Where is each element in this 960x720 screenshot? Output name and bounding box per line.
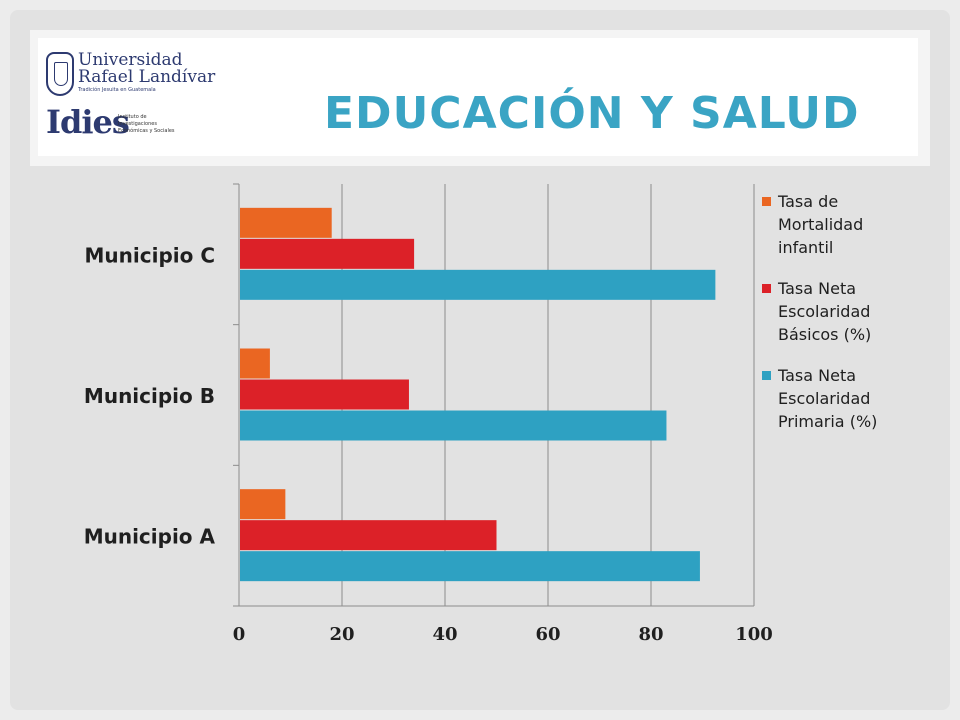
legend-label-primaria: Tasa Neta Escolaridad Primaria (%)	[778, 366, 878, 431]
slide-header: Universidad Rafael Landívar Tradición Je…	[30, 30, 930, 166]
legend-swatch-mortalidad	[762, 197, 771, 206]
university-logo: Universidad Rafael Landívar Tradición Je…	[46, 50, 215, 160]
university-name-line1: Universidad	[78, 50, 183, 70]
bar-municipio-a-series-2	[240, 489, 286, 520]
bar-municipio-b-series-1	[240, 379, 409, 410]
x-tick-label-20: 20	[329, 624, 354, 645]
bar-municipio-b-series-0	[240, 410, 667, 441]
chart-legend: Tasa de Mortalidad infantil Tasa Neta Es…	[762, 190, 912, 451]
bar-municipio-a-series-1	[240, 520, 497, 551]
legend-swatch-basicos	[762, 284, 771, 293]
legend-item-primaria: Tasa Neta Escolaridad Primaria (%)	[762, 364, 912, 433]
institute-subtitle: Instituto de Investigaciones Económicas …	[118, 114, 175, 134]
bar-municipio-a-series-0	[240, 551, 700, 582]
slide-title: EDUCACIÓN Y SALUD	[324, 88, 860, 139]
bar-municipio-c-series-2	[240, 207, 332, 238]
institute-logo: Idies	[46, 103, 130, 141]
legend-label-mortalidad: Tasa de Mortalidad infantil	[778, 192, 864, 257]
university-seal-icon	[46, 52, 74, 96]
bar-municipio-c-series-1	[240, 238, 415, 269]
legend-item-mortalidad: Tasa de Mortalidad infantil	[762, 190, 912, 259]
category-label-municipio-c: Municipio C	[85, 243, 216, 267]
bar-municipio-c-series-0	[240, 269, 716, 300]
x-tick-label-100: 100	[735, 624, 773, 645]
legend-item-basicos: Tasa Neta Escolaridad Básicos (%)	[762, 277, 912, 346]
university-name-line2: Rafael Landívar	[78, 67, 216, 87]
university-tagline: Tradición Jesuita en Guatemala	[78, 87, 156, 93]
legend-label-basicos: Tasa Neta Escolaridad Básicos (%)	[778, 279, 872, 344]
legend-swatch-primaria	[762, 371, 771, 380]
x-tick-label-60: 60	[535, 624, 560, 645]
category-label-municipio-b: Municipio B	[84, 384, 215, 408]
header-panel: Universidad Rafael Landívar Tradición Je…	[38, 38, 918, 156]
x-tick-label-40: 40	[432, 624, 457, 645]
x-tick-label-80: 80	[638, 624, 663, 645]
bar-municipio-b-series-2	[240, 348, 270, 379]
x-tick-label-0: 0	[233, 624, 246, 645]
category-label-municipio-a: Municipio A	[84, 525, 216, 549]
